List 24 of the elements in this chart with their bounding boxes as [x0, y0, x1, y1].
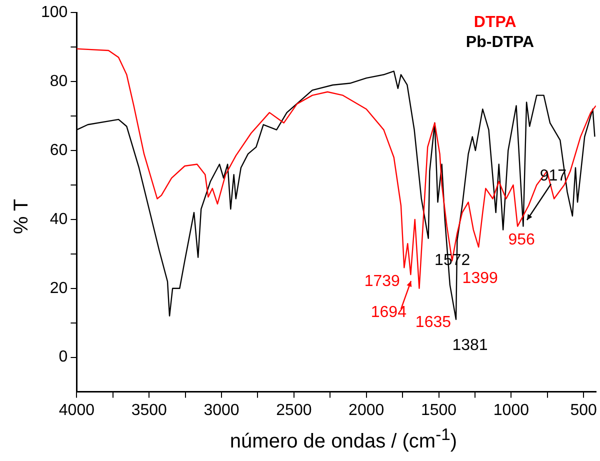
x-tick-label: 2500: [276, 402, 312, 419]
y-tick-label: 60: [50, 142, 68, 159]
y-tick-label: 40: [50, 210, 68, 228]
x-tick-label: 2000: [348, 402, 384, 419]
y-tick-label: 0: [58, 348, 68, 366]
y-tick-label: 20: [50, 280, 68, 297]
annotation: 1381: [452, 336, 488, 354]
annotation: 1694: [370, 304, 407, 321]
x-tick-label: 1500: [420, 402, 457, 419]
annotation: 956: [508, 232, 536, 249]
annotation: 1399: [462, 270, 498, 288]
x-tick-label: 1000: [493, 402, 530, 419]
text: DTPA: [474, 14, 517, 32]
x-tick-label: 3000: [204, 402, 240, 419]
annotation: 1635: [415, 314, 452, 331]
y-axis-title: % T: [10, 198, 34, 236]
text: Pb-DTPA: [466, 34, 534, 52]
x-tick-label: 500: [570, 402, 598, 419]
y-tick-label: 80: [50, 72, 68, 90]
y-tick-label: 100: [40, 4, 68, 22]
x-tick-label: 3500: [131, 402, 168, 419]
x-tick-label: 4000: [58, 402, 95, 419]
annotation: 1739: [364, 273, 400, 290]
x-axis-title: número de ondas / (cm$^{-1}$): [228, 425, 458, 454]
